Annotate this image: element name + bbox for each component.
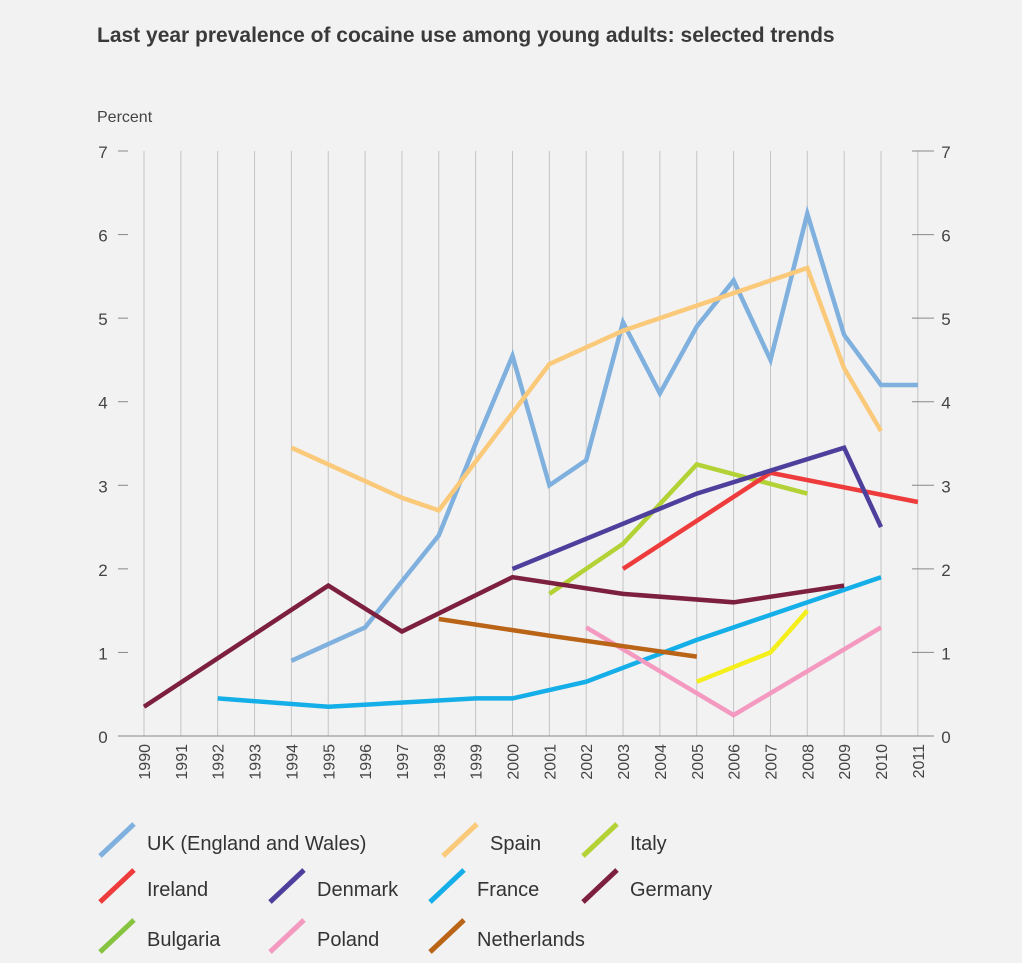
- legend-swatch: [428, 868, 466, 904]
- y-tick-label-right: 0: [941, 728, 950, 747]
- y-tick-label-left: 3: [98, 477, 107, 496]
- legend-item-netherlands: Netherlands: [428, 918, 585, 954]
- y-tick-label-right: 3: [941, 477, 950, 496]
- legend-swatch: [268, 918, 306, 954]
- legend-label: Denmark: [317, 879, 399, 901]
- legend-swatch: [98, 918, 136, 954]
- x-tick-label-2005: 2005: [690, 744, 707, 780]
- x-tick-label-1998: 1998: [432, 744, 449, 780]
- x-tick-label-2002: 2002: [579, 744, 596, 780]
- x-tick-label-2000: 2000: [506, 744, 523, 780]
- x-tick-label-2007: 2007: [763, 744, 780, 780]
- series-line-italy: [548, 461, 808, 596]
- x-tick-label-1991: 1991: [174, 744, 191, 780]
- legend-label: Germany: [630, 879, 712, 901]
- legend-swatch: [581, 868, 619, 904]
- y-tick-label-right: 7: [941, 143, 950, 162]
- x-tick-label-2001: 2001: [542, 744, 559, 780]
- series-line-uk-england-and-wales: [290, 205, 918, 663]
- x-tick-label-2008: 2008: [800, 744, 817, 780]
- series-lines: [142, 205, 919, 718]
- legend-swatch: [581, 822, 619, 858]
- chart-title: Last year prevalence of cocaine use amon…: [97, 24, 835, 47]
- y-tick-label-left: 4: [98, 394, 107, 413]
- legend: UK (England and Wales) Spain Italy Ireland D…: [98, 822, 712, 954]
- legend-item-uk-england-and-wales: UK (England and Wales): [98, 822, 366, 858]
- y-tick-label-right: 4: [941, 394, 950, 413]
- y-tick-label-left: 0: [98, 728, 107, 747]
- y-tick-label-right: 2: [941, 561, 950, 580]
- axes: 0 0 1 1 2 2 3 3 4 4 5 5 6 6 7 7 1990 1991 1992 1993 1994 1995…: [98, 143, 950, 780]
- series-line-spain: [290, 265, 883, 514]
- y-tick-label-right: 6: [941, 227, 950, 246]
- y-tick-label-left: 1: [98, 644, 107, 663]
- x-tick-label-1992: 1992: [211, 744, 228, 780]
- y-tick-label-left: 2: [98, 561, 107, 580]
- legend-item-spain: Spain: [441, 822, 541, 858]
- legend-item-italy: Italy: [581, 822, 667, 858]
- legend-item-poland: Poland: [268, 918, 379, 954]
- x-tick-label-1994: 1994: [284, 744, 301, 780]
- legend-swatch: [268, 868, 306, 904]
- gridlines: [143, 151, 919, 736]
- legend-swatch: [98, 822, 136, 858]
- x-tick-label-1995: 1995: [321, 744, 338, 780]
- legend-label: Netherlands: [477, 929, 585, 951]
- legend-label: Ireland: [147, 879, 208, 901]
- x-tick-label-2011: 2011: [911, 744, 928, 779]
- legend-item-denmark: Denmark: [268, 868, 399, 904]
- legend-label: France: [477, 879, 539, 901]
- y-tick-label-left: 6: [98, 227, 107, 246]
- series-line-netherlands: [438, 616, 698, 659]
- x-tick-label-1990: 1990: [137, 744, 154, 780]
- x-tick-label-1999: 1999: [469, 744, 486, 780]
- legend-item-germany: Germany: [581, 868, 712, 904]
- y-tick-label-right: 1: [941, 644, 950, 663]
- y-axis-label: Percent: [97, 109, 153, 126]
- y-tick-label-right: 5: [941, 310, 950, 329]
- series-line-denmark: [511, 444, 884, 571]
- legend-label: Poland: [317, 929, 379, 951]
- x-tick-label-1993: 1993: [248, 744, 265, 780]
- series-line-france: [217, 575, 882, 710]
- legend-label: Bulgaria: [147, 929, 221, 951]
- x-tick-label-2010: 2010: [874, 744, 891, 780]
- legend-label: UK (England and Wales): [147, 833, 366, 855]
- x-tick-label-2003: 2003: [616, 744, 633, 780]
- x-tick-label-2006: 2006: [727, 744, 744, 780]
- series-line-bulgaria: [695, 609, 809, 684]
- legend-swatch: [441, 822, 479, 858]
- series-line-poland: [585, 625, 883, 718]
- y-tick-label-left: 5: [98, 310, 107, 329]
- legend-item-bulgaria: Bulgaria: [98, 918, 221, 954]
- legend-item-ireland: Ireland: [98, 868, 208, 904]
- legend-label: Italy: [630, 833, 667, 855]
- x-tick-label-2009: 2009: [837, 744, 854, 780]
- legend-swatch: [98, 868, 136, 904]
- x-tick-label-2004: 2004: [653, 744, 670, 780]
- y-tick-label-left: 7: [98, 143, 107, 162]
- legend-swatch: [428, 918, 466, 954]
- series-line-germany: [142, 574, 845, 709]
- legend-label: Spain: [490, 833, 541, 855]
- x-tick-label-1997: 1997: [395, 744, 412, 780]
- legend-item-france: France: [428, 868, 539, 904]
- x-tick-label-1996: 1996: [358, 744, 375, 780]
